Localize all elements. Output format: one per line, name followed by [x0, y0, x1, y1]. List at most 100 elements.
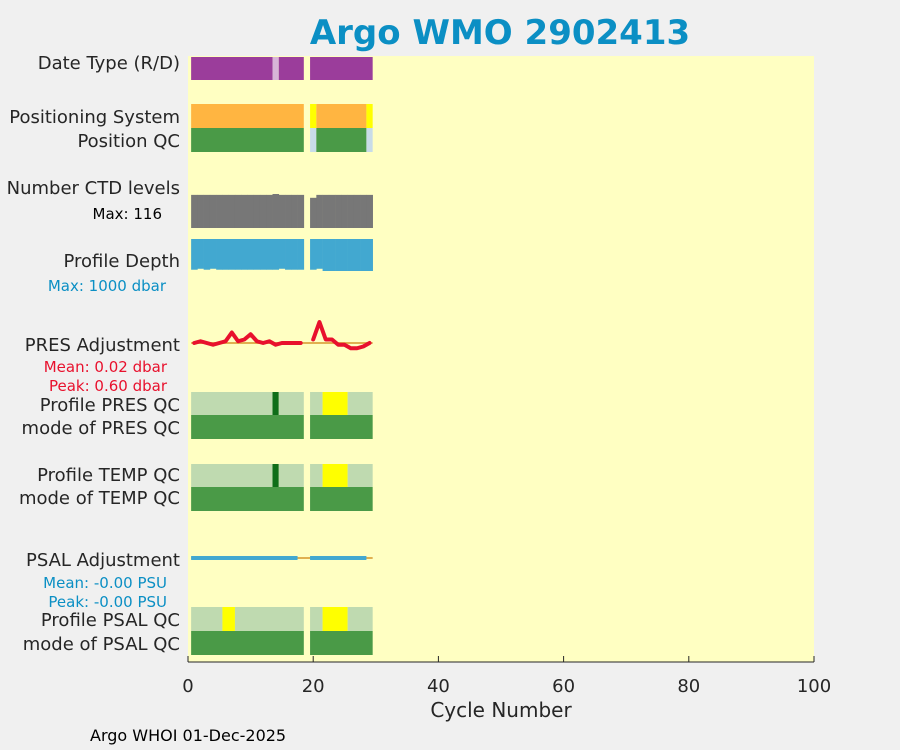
position-qc-segment: [366, 128, 373, 152]
profile-depth-max: Max: 1000 dbar: [48, 277, 167, 295]
chart-marks: [191, 57, 373, 655]
ctd-levels-bar: [266, 194, 273, 228]
profile-depth-bar: [328, 239, 336, 271]
psal-qc-segment: [234, 607, 304, 631]
temp-qc-segment: [272, 464, 279, 487]
ctd-levels-bar: [366, 194, 373, 228]
ctd-levels-bar: [347, 194, 355, 228]
x-tick-label: 100: [797, 676, 831, 697]
profile-depth-bar: [216, 239, 223, 270]
profile-depth-bar: [209, 239, 217, 269]
psal-qc-segment: [191, 607, 223, 631]
ctd-levels-bar: [322, 194, 330, 228]
psal-qc-segment: [347, 607, 373, 631]
ctd-levels-bar: [291, 194, 298, 228]
temp-mode-segment: [191, 487, 304, 511]
profile-depth-bar: [222, 239, 229, 270]
pres-qc-segment: [310, 392, 323, 415]
ctd-levels-bar: [328, 194, 336, 228]
ctd-levels-bar: [341, 194, 348, 228]
row-label-mode-pres-qc: mode of PRES QC: [22, 418, 180, 439]
psal-mode-segment: [310, 631, 373, 655]
temp-mode-segment: [310, 487, 373, 511]
row-label-mode-psal-qc: mode of PSAL QC: [23, 634, 180, 655]
profile-depth-bar: [316, 239, 323, 269]
row-label-psal-adjustment: PSAL Adjustment: [26, 550, 180, 571]
profile-depth-bar: [241, 239, 248, 270]
ctd-levels-bar: [335, 194, 342, 228]
ctd-levels-bar: [222, 194, 229, 228]
pres-mode-segment: [310, 415, 373, 439]
psal-qc-segment: [222, 607, 235, 631]
ctd-levels-bar: [310, 197, 317, 228]
x-tick-label: 60: [552, 676, 575, 697]
row-label-pres-adjustment: PRES Adjustment: [25, 335, 180, 356]
positioning-segment: [316, 104, 367, 128]
profile-depth-bar: [285, 239, 292, 270]
psal-qc-segment: [310, 607, 323, 631]
ctd-levels-bar: [203, 194, 211, 228]
ctd-levels-bar: [241, 194, 248, 228]
temp-qc-segment: [310, 464, 323, 487]
ctd-levels-bar: [191, 194, 198, 228]
ctd-levels-bar: [234, 194, 242, 228]
profile-depth-bar: [234, 239, 242, 270]
row-label-position-qc: Position QC: [77, 131, 180, 152]
profile-depth-bar: [191, 239, 198, 270]
chart-title: Argo WMO 2902413: [310, 13, 690, 53]
temp-qc-segment: [322, 464, 348, 487]
profile-depth-bar: [341, 239, 348, 271]
footer-credit: Argo WHOI 01-Dec-2025: [90, 726, 286, 745]
psal-qc-segment: [322, 607, 348, 631]
date-type-segment: [191, 57, 273, 80]
row-label-positioning-system: Positioning System: [9, 107, 180, 128]
profile-depth-bar: [259, 239, 267, 270]
ctd-levels-bar: [272, 194, 280, 228]
profile-depth-bar: [322, 239, 330, 271]
positioning-segment: [191, 104, 304, 128]
profile-depth-bar: [360, 239, 367, 271]
pres-qc-segment: [191, 392, 273, 415]
row-label-date-type: Date Type (R/D): [38, 53, 180, 74]
temp-qc-segment: [347, 464, 373, 487]
ctd-levels-bar: [360, 194, 367, 228]
profile-depth-bar: [353, 239, 361, 271]
ctd-levels-bar: [228, 194, 236, 228]
ctd-levels-bar: [253, 194, 261, 228]
ctd-levels-bar: [353, 194, 361, 228]
psal-adjustment-peak: Peak: -0.00 PSU: [48, 593, 167, 611]
profile-depth-bar: [291, 239, 298, 270]
ctd-levels-bar: [297, 194, 305, 228]
date-type-segment: [310, 57, 373, 80]
ctd-levels-bar: [247, 194, 255, 228]
ctd-levels-bar: [259, 194, 267, 228]
x-tick-label: 20: [302, 676, 325, 697]
x-axis-label: Cycle Number: [430, 698, 572, 722]
row-label-profile-pres-qc: Profile PRES QC: [40, 395, 180, 416]
row-label-ctd-levels: Number CTD levels: [7, 178, 180, 199]
temp-qc-segment: [278, 464, 304, 487]
row-label-profile-depth: Profile Depth: [63, 251, 180, 272]
x-tick-label: 0: [182, 676, 193, 697]
profile-depth-bar: [203, 239, 211, 270]
profile-depth-bar: [310, 239, 317, 270]
profile-depth-bar: [366, 239, 373, 271]
row-label-profile-temp-qc: Profile TEMP QC: [37, 465, 180, 486]
plot-area: [188, 56, 814, 662]
ctd-levels-bar: [316, 194, 323, 228]
x-tick-label: 80: [677, 676, 700, 697]
x-axis-ticks: 0 20 40 60 80 100: [182, 656, 831, 697]
profile-depth-bar: [197, 239, 204, 269]
pres-mode-segment: [191, 415, 304, 439]
profile-depth-bar: [347, 239, 355, 271]
pres-qc-segment: [278, 392, 304, 415]
positioning-segment: [310, 104, 317, 128]
pres-adjustment-line: [192, 330, 303, 347]
profile-depth-bar: [335, 239, 342, 271]
profile-depth-bar: [253, 239, 261, 270]
ctd-levels-bar: [278, 194, 286, 228]
pres-qc-segment: [322, 392, 348, 415]
position-qc-segment: [316, 128, 367, 152]
temp-qc-segment: [191, 464, 273, 487]
